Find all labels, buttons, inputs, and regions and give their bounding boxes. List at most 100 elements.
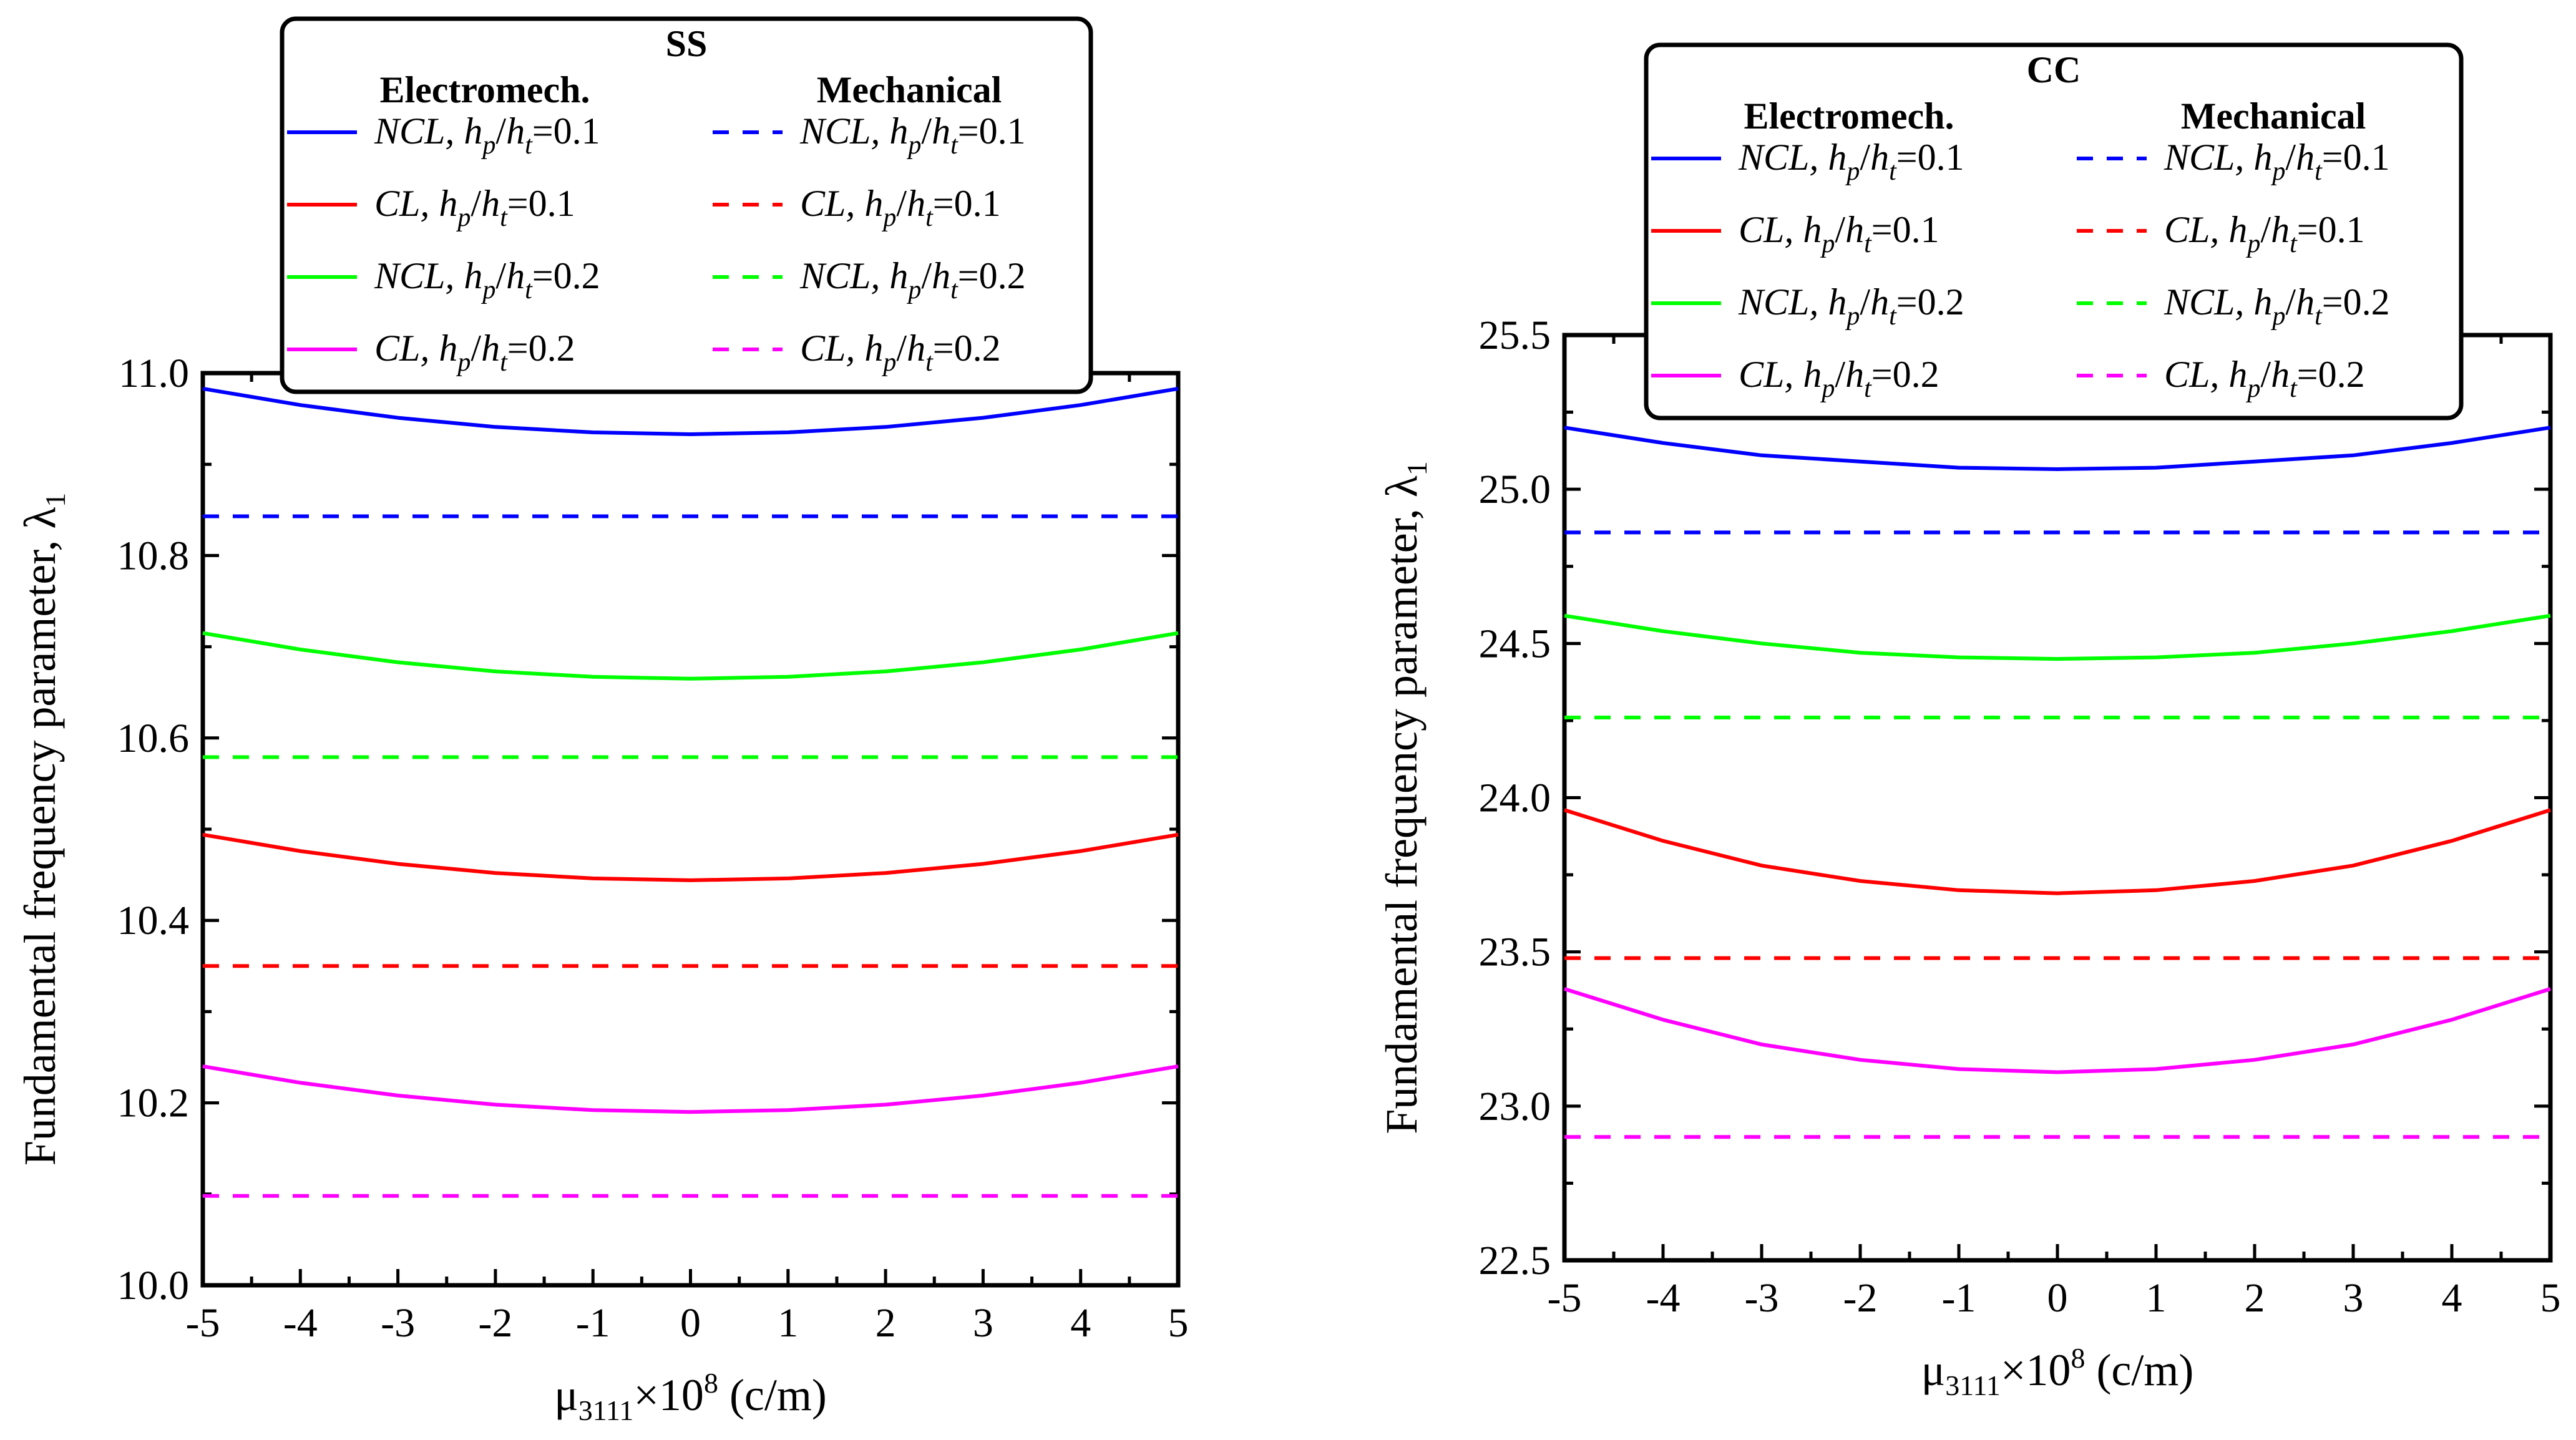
legend-label: CL, hp/ht=0.2: [1739, 354, 1939, 403]
legend-slash: /: [471, 183, 481, 224]
legend-label: NCL, hp/ht=0.2: [374, 255, 600, 304]
legend-slash: /: [1835, 354, 1845, 395]
legend-model: NCL,: [799, 255, 889, 296]
x-tick-label: 3: [2343, 1275, 2364, 1321]
legend-h: h: [2253, 137, 2272, 178]
y-tick-label: 24.5: [1479, 621, 1551, 666]
legend-entry: CL, hp/ht=0.1: [1651, 209, 1939, 258]
series-line-ncl-01-electromech: [1564, 426, 2551, 472]
y-tick-label: 23.0: [1479, 1084, 1551, 1129]
legend-h: h: [464, 110, 482, 152]
legend-h: h: [506, 110, 525, 152]
plot-frame: [200, 371, 1181, 1288]
y-tick-label: 10.8: [117, 533, 190, 578]
legend-sub-t: t: [1864, 374, 1872, 403]
x-tick-label: 0: [2047, 1275, 2068, 1321]
legend-sub-p: p: [481, 276, 495, 304]
legend-model: NCL,: [1738, 281, 1828, 323]
legend-sub-p: p: [456, 203, 471, 232]
x-tick-label: 4: [2442, 1275, 2462, 1321]
y-axis-label: Fundamental frequency parameter, λ1: [1377, 461, 1433, 1134]
x-label-superscript: 8: [704, 1367, 718, 1399]
legend-entry: NCL, hp/ht=0.2: [1651, 281, 1964, 331]
legend-h: h: [2296, 137, 2315, 178]
y-axis-label: Fundamental frequency parameter, λ1: [15, 493, 71, 1166]
y-tick-label: 10.6: [117, 716, 190, 761]
legend-model: NCL,: [374, 110, 464, 152]
x-tick-label: 4: [1070, 1300, 1091, 1346]
legend-sub-p: p: [1820, 230, 1835, 258]
x-tick-label: -3: [1745, 1275, 1779, 1321]
x-tick-label: -4: [1646, 1275, 1681, 1321]
y-label-main: Fundamental frequency parameter, λ: [15, 507, 65, 1166]
legend-ratio: =0.2: [2322, 281, 2390, 323]
legend-h: h: [2228, 354, 2247, 395]
legend-model: NCL,: [2164, 281, 2253, 323]
legend-label: CL, hp/ht=0.2: [374, 328, 575, 377]
legend-sub-p: p: [481, 131, 495, 160]
plot-frame: [1562, 333, 2553, 1263]
legend-sub-t: t: [525, 276, 533, 304]
legend-label: NCL, hp/ht=0.1: [799, 110, 1026, 160]
series-line-cl-02-electromech: [1564, 987, 2551, 1074]
legend-slash: /: [896, 328, 907, 369]
legend-model: NCL,: [374, 255, 464, 296]
legend-model: CL,: [374, 183, 439, 224]
legend-h: h: [864, 183, 883, 224]
legend-sub-p: p: [2270, 157, 2285, 186]
legend-sub-t: t: [500, 203, 508, 232]
legend-label: NCL, hp/ht=0.1: [2164, 137, 2390, 186]
legend-slash: /: [2285, 137, 2296, 178]
legend-entry: NCL, hp/ht=0.1: [713, 110, 1026, 160]
x-tick-label: 1: [778, 1300, 798, 1346]
legend-h: h: [889, 255, 908, 296]
legend-ratio: =0.2: [1871, 354, 1939, 395]
legend-sub-t: t: [1864, 230, 1872, 258]
x-label-superscript: 8: [2071, 1342, 2085, 1374]
x-tick-label: -5: [186, 1300, 220, 1346]
legend-ratio: =0.2: [1896, 281, 1964, 323]
legend-entry: CL, hp/ht=0.2: [1651, 354, 1939, 403]
legend-h: h: [2271, 209, 2290, 250]
x-label-multiplier: ×10: [2001, 1345, 2071, 1395]
legend-entry: CL, hp/ht=0.1: [713, 183, 1001, 232]
legend-entry: NCL, hp/ht=0.2: [713, 255, 1026, 304]
legend-label: CL, hp/ht=0.2: [800, 328, 1001, 377]
y-tick-label: 11.0: [119, 351, 189, 396]
y-tick-label: 10.0: [117, 1263, 190, 1308]
legend-ratio: =0.1: [532, 110, 600, 152]
legend-model: CL,: [2164, 209, 2228, 250]
legend-sub-p: p: [906, 131, 921, 160]
legend-sub-t: t: [2315, 157, 2323, 186]
y-tick-label: 22.5: [1479, 1238, 1551, 1283]
legend-sub-p: p: [881, 203, 896, 232]
legend-sub-t: t: [925, 203, 934, 232]
legend-header-mechanical: Mechanical: [2181, 95, 2366, 137]
legend-label: NCL, hp/ht=0.2: [799, 255, 1026, 304]
legend-ratio: =0.2: [532, 255, 600, 296]
legend-sub-p: p: [906, 276, 921, 304]
legend-model: NCL,: [2164, 137, 2253, 178]
x-tick-label: -2: [478, 1300, 512, 1346]
y-tick-label: 25.5: [1479, 313, 1551, 358]
x-tick-label: -1: [1942, 1275, 1976, 1321]
legend-h: h: [907, 328, 925, 369]
legend-h: h: [481, 328, 500, 369]
legend-slash: /: [495, 255, 506, 296]
legend-sub-p: p: [2245, 230, 2260, 258]
legend-sub-t: t: [2315, 302, 2323, 331]
legend-header-electromech: Electromech.: [379, 69, 590, 110]
legend-h: h: [1803, 354, 1822, 395]
x-label-subscript: 3111: [578, 1394, 634, 1426]
legend-sub-t: t: [2290, 374, 2298, 403]
legend-ratio: =0.2: [933, 328, 1001, 369]
legend-slash: /: [1860, 137, 1870, 178]
legend-h: h: [907, 183, 925, 224]
legend-entry: CL, hp/ht=0.2: [287, 328, 575, 377]
legend-ratio: =0.1: [933, 183, 1001, 224]
legend-sub-t: t: [1889, 302, 1897, 331]
x-tick-label: 1: [2146, 1275, 2167, 1321]
legend-model: CL,: [800, 183, 864, 224]
